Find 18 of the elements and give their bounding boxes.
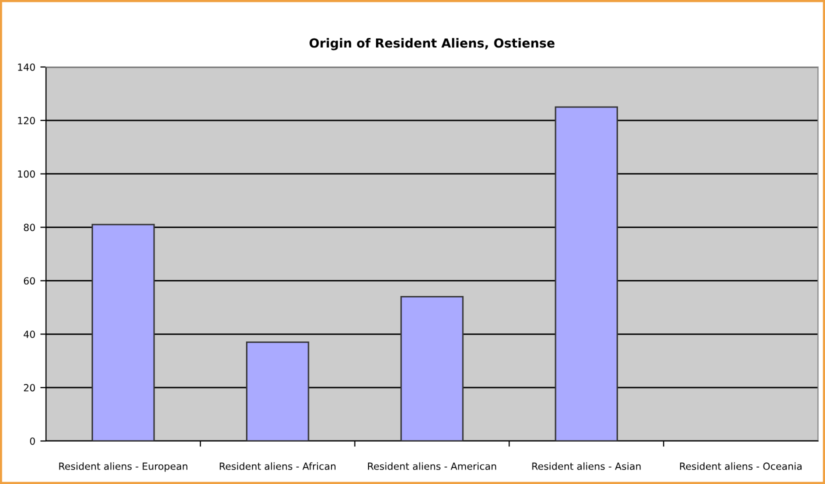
x-tick-label: Resident aliens - European [59, 462, 188, 472]
chart-title: Origin of Resident Aliens, Ostiense [310, 38, 554, 50]
x-tick-label: Resident aliens - African [220, 462, 336, 470]
y-tick-label: 0 [30, 437, 35, 445]
bar [554, 106, 618, 441]
bar [92, 224, 155, 441]
bar [246, 341, 310, 441]
y-tick-label: 40 [24, 330, 35, 338]
y-tick-label: 100 [18, 170, 35, 178]
x-tick-label: Resident aliens - Oceania [680, 462, 802, 470]
bar [400, 296, 464, 441]
y-tick-label: 60 [24, 277, 35, 285]
y-tick-label: 80 [24, 224, 35, 232]
y-tick-label: 140 [18, 63, 35, 71]
x-tick-label: Resident aliens - Asian [532, 462, 641, 470]
x-tick-label: Resident aliens - American [368, 462, 496, 470]
y-tick-label: 20 [24, 384, 35, 392]
y-tick-label: 120 [18, 116, 35, 124]
